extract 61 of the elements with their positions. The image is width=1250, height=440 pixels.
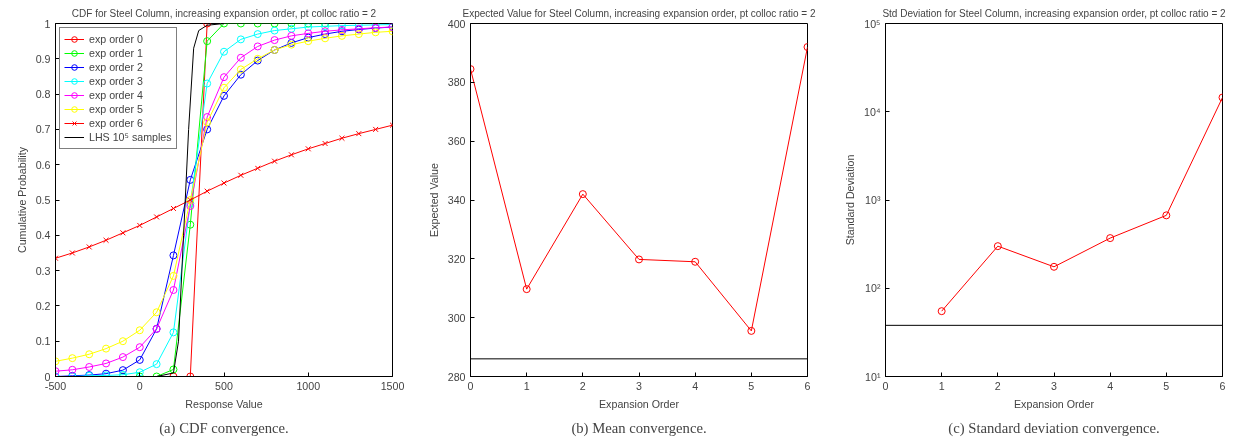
x-tick-label: 1 — [523, 379, 530, 392]
x-tick-label: 5 — [748, 379, 755, 392]
x-tick-label: 0 — [136, 379, 143, 392]
legend-label: exp order 1 — [89, 46, 143, 60]
y-tick-label: 0.1 — [35, 335, 51, 348]
x-tick-label: 4 — [692, 379, 699, 392]
y-tick-label: 10³ — [865, 194, 881, 206]
x-tick-label: 5 — [1163, 379, 1170, 392]
y-tick-label: 0.3 — [35, 264, 51, 277]
x-tick-label: 0 — [882, 379, 889, 392]
x-axis-title: Expansion Order — [599, 397, 680, 410]
y-tick-label: 280 — [447, 370, 466, 383]
y-tick-label: 0.6 — [35, 158, 51, 171]
y-axis-title: Cumulative Probability — [15, 146, 28, 254]
y-tick-label: 300 — [447, 311, 466, 324]
y-tick-label: 0 — [44, 370, 51, 383]
legend-label: exp order 3 — [89, 74, 143, 88]
x-tick-label: 1500 — [380, 379, 405, 392]
x-tick-label: 6 — [804, 379, 811, 392]
y-tick-label: 10⁴ — [864, 105, 881, 118]
text: (b) Mean convergence. — [571, 419, 707, 437]
x-tick-label: 500 — [215, 379, 233, 392]
chart-title: CDF for Steel Column, increasing expansion order, pt colloc ratio = 2 — [71, 7, 377, 19]
chart-title: Std Deviation for Steel Column, increasing expansion order, pt colloc ratio = 2 — [882, 7, 1227, 19]
y-tick-label: 320 — [447, 252, 466, 265]
legend-label: exp order 5 — [89, 102, 143, 116]
y-tick-label: 10² — [865, 282, 881, 295]
y-tick-label: 0.5 — [35, 194, 51, 206]
x-tick-label: 3 — [1051, 379, 1058, 392]
y-axis-title: Expected Value — [427, 163, 440, 237]
legend-label: exp order 0 — [89, 32, 143, 46]
y-tick-label: 400 — [447, 17, 466, 30]
x-tick-label: 6 — [1219, 379, 1226, 392]
text: (a) CDF convergence. — [159, 419, 289, 437]
y-tick-label: 10¹ — [865, 370, 881, 383]
y-tick-label: 0.7 — [35, 123, 51, 136]
y-tick-label: 10⁵ — [864, 17, 881, 30]
y-tick-label: 380 — [447, 76, 466, 89]
y-tick-label: 0.8 — [35, 88, 51, 101]
y-tick-label: 0.2 — [35, 299, 51, 312]
x-tick-label: 2 — [579, 379, 586, 392]
y-tick-label: 0.4 — [35, 229, 51, 242]
y-tick-label: 0.9 — [35, 52, 51, 65]
legend-label: exp order 2 — [89, 60, 143, 74]
text: (c) Standard deviation convergence. — [948, 419, 1160, 437]
y-tick-label: 1 — [44, 17, 51, 30]
x-axis-title: Expansion Order — [1014, 397, 1095, 410]
x-tick-label: 4 — [1107, 379, 1114, 392]
y-axis-title: Standard Deviation — [844, 154, 857, 246]
x-tick-label: 2 — [994, 379, 1001, 392]
y-tick-label: 340 — [447, 194, 466, 206]
legend-label: LHS 10⁵ samples — [89, 130, 172, 144]
y-tick-label: 360 — [447, 135, 466, 148]
x-tick-label: 3 — [636, 379, 643, 392]
x-tick-label: 1000 — [296, 379, 321, 392]
chart-title: Expected Value for Steel Column, increasing expansion order, pt colloc ratio = 2 — [462, 7, 816, 19]
legend-label: exp order 4 — [89, 88, 143, 102]
legend-label: exp order 6 — [89, 116, 143, 130]
x-tick-label: 0 — [467, 379, 474, 392]
x-axis-title: Response Value — [185, 397, 263, 410]
x-tick-label: 1 — [938, 379, 945, 392]
